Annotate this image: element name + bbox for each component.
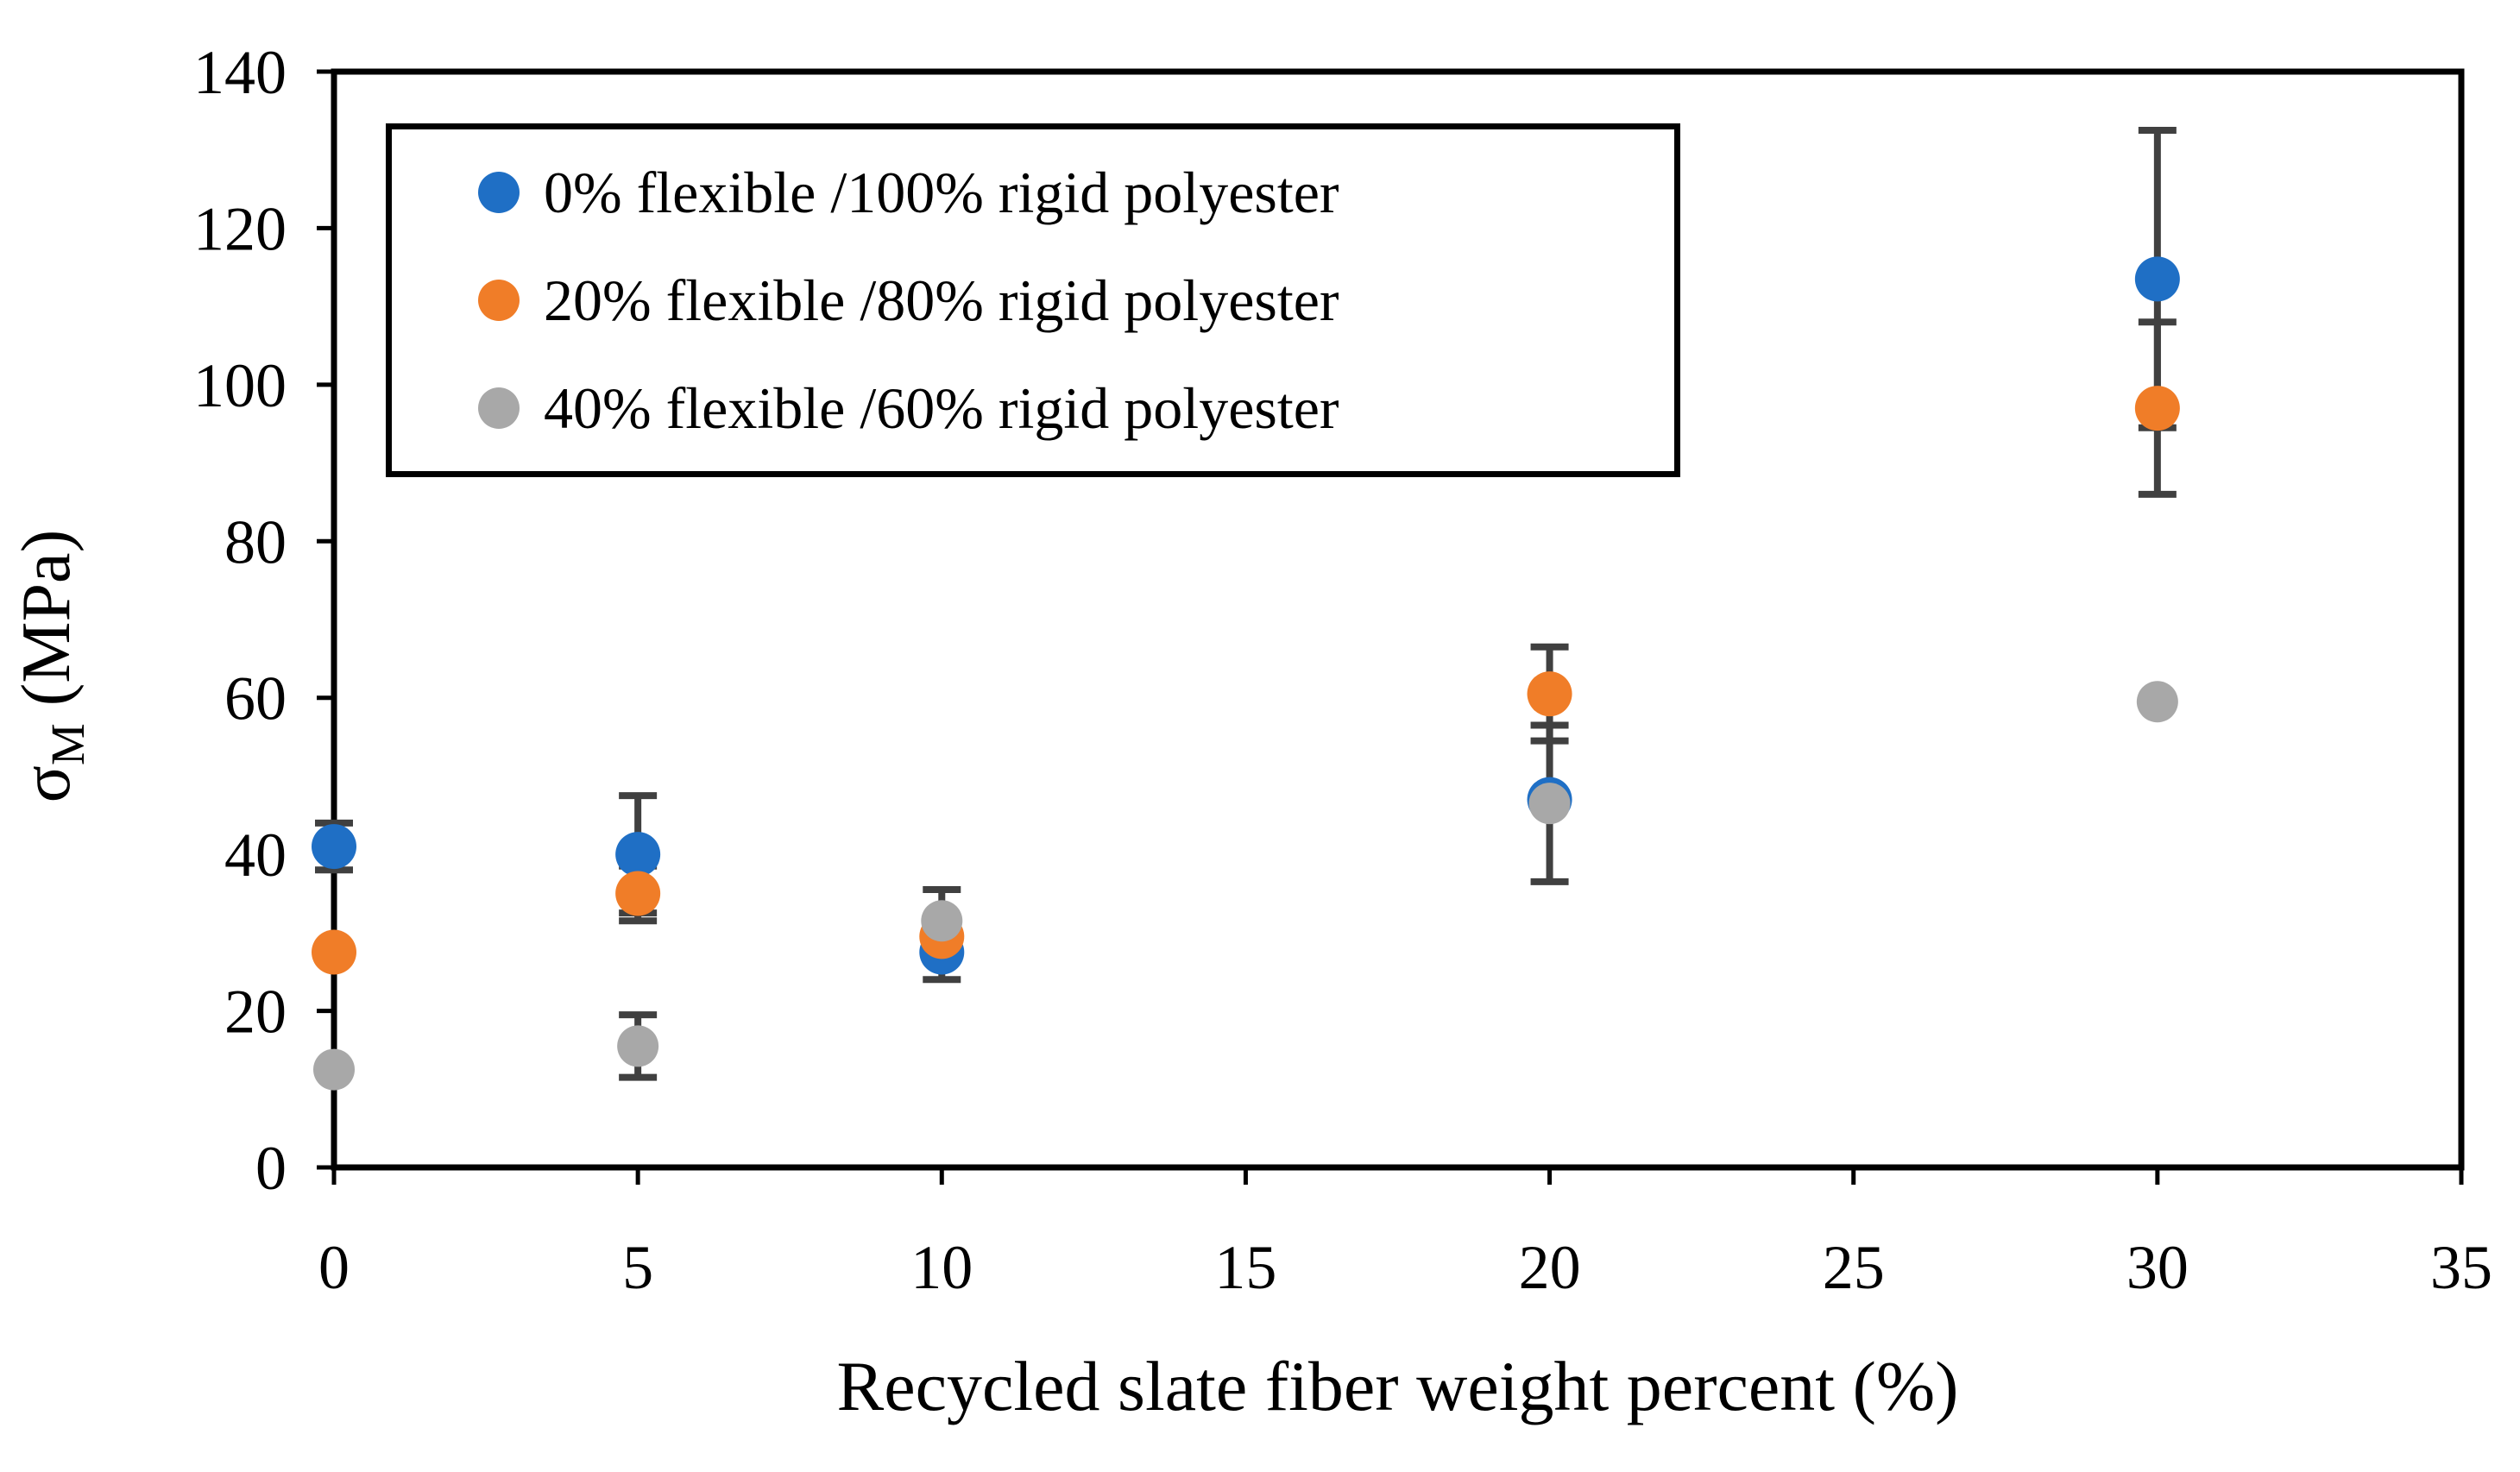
legend-label: 20% flexible /80% rigid polyester	[544, 267, 1339, 333]
y-tick-label: 20	[224, 978, 287, 1047]
data-point	[313, 1048, 355, 1091]
data-point	[312, 929, 356, 975]
x-tick-label: 10	[910, 1233, 973, 1302]
x-tick-label: 20	[1519, 1233, 1581, 1302]
y-axis-title-subscript: M	[41, 723, 94, 766]
y-axis-title-symbol: σ	[9, 765, 85, 803]
legend-marker-icon	[478, 279, 520, 321]
legend-marker-icon	[478, 387, 520, 430]
y-tick-label: 140	[193, 38, 287, 107]
data-point	[312, 824, 356, 870]
legend-item: 40% flexible /60% rigid polyester	[478, 379, 1674, 437]
data-point	[2134, 386, 2180, 431]
x-tick-label: 35	[2430, 1233, 2492, 1302]
legend-item: 0% flexible /100% rigid polyester	[478, 163, 1674, 222]
x-tick-label: 15	[1214, 1233, 1276, 1302]
data-point	[2134, 256, 2180, 302]
data-point	[1528, 783, 1571, 825]
x-tick-label: 25	[1823, 1233, 1885, 1302]
data-point	[921, 900, 963, 942]
data-point	[617, 1025, 659, 1067]
y-tick-label: 100	[193, 351, 287, 420]
x-tick-label: 0	[318, 1233, 350, 1302]
y-tick-label: 60	[224, 664, 287, 733]
y-axis-title: σM (MPa)	[3, 390, 94, 942]
y-tick-label: 40	[224, 821, 287, 890]
y-tick-label: 80	[224, 507, 287, 576]
x-tick-label: 5	[622, 1233, 653, 1302]
y-tick-label: 0	[255, 1134, 287, 1203]
legend-marker-icon	[478, 171, 520, 213]
legend-box: 0% flexible /100% rigid polyester 20% fl…	[386, 123, 1680, 477]
y-axis-title-unit: (MPa)	[9, 529, 85, 724]
data-point	[1527, 671, 1572, 717]
plot-frame	[331, 68, 2465, 1171]
x-axis-title: Recycled slate fiber weight percent (%)	[836, 1347, 1959, 1425]
legend-label: 0% flexible /100% rigid polyester	[544, 159, 1339, 225]
y-tick-label: 120	[193, 194, 287, 263]
data-point	[615, 832, 661, 878]
legend-label: 40% flexible /60% rigid polyester	[544, 375, 1339, 442]
data-point	[2136, 681, 2178, 723]
data-point	[615, 871, 661, 916]
x-tick-label: 30	[2126, 1233, 2189, 1302]
legend-item: 20% flexible /80% rigid polyester	[478, 271, 1674, 330]
